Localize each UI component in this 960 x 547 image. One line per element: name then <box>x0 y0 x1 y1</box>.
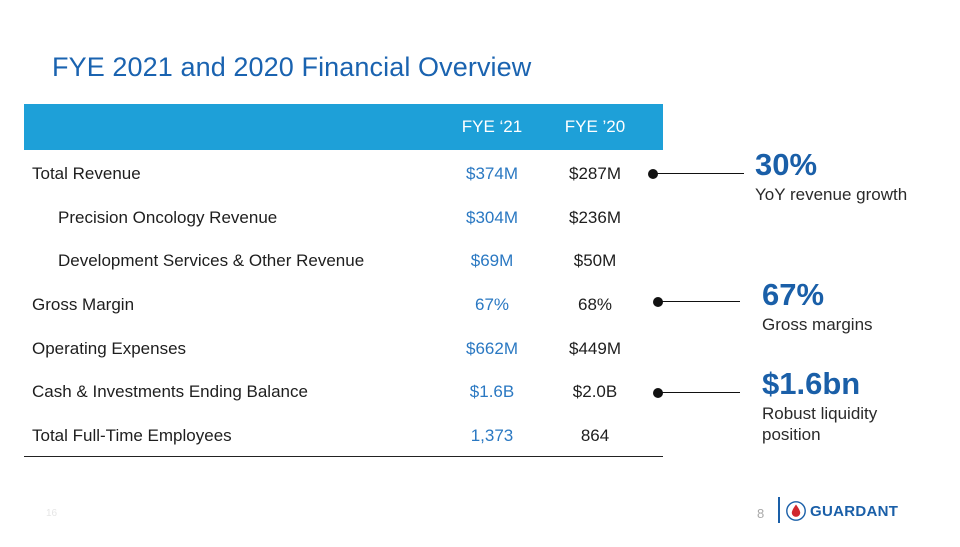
page-number: 8 <box>757 506 765 521</box>
table-header: FYE ‘21 FYE ’20 <box>24 104 663 150</box>
connector-line <box>658 301 740 302</box>
connector-dot <box>648 169 658 179</box>
fye21-value: 1,373 <box>470 426 514 446</box>
stat-liquidity-value: $1.6bn <box>762 366 861 401</box>
row-label: Precision Oncology Revenue <box>58 207 278 227</box>
table-row: Gross Margin 67% 68% <box>24 281 663 325</box>
stat-revenue-growth-caption: YoY revenue growth <box>755 185 908 204</box>
row-label: Operating Expenses <box>32 338 187 358</box>
table-row: Total Revenue $374M $287M <box>24 150 663 194</box>
stat-gross-margin-value: 67% <box>762 277 825 312</box>
table-row: Total Full-Time Employees 1,373 864 <box>24 412 663 456</box>
fye21-value: 67% <box>474 295 510 315</box>
fye20-value: 68% <box>577 295 613 315</box>
connector-line <box>658 392 740 393</box>
stat-liquidity-caption-line2: position <box>762 425 821 444</box>
connector-line <box>653 173 744 174</box>
stat-gross-margin-caption: Gross margins <box>762 315 873 334</box>
fye20-value: $2.0B <box>572 382 618 402</box>
table-row: Development Services & Other Revenue $69… <box>24 237 663 281</box>
connector-dot <box>653 297 663 307</box>
table-row: Cash & Investments Ending Balance $1.6B … <box>24 368 663 412</box>
connector-dot <box>653 388 663 398</box>
logo-divider <box>778 497 780 523</box>
table-row: Precision Oncology Revenue $304M $236M <box>24 194 663 238</box>
stat-revenue-growth-value: 30% <box>755 147 818 182</box>
fye21-value: $69M <box>470 251 514 271</box>
header-fye21: FYE ‘21 <box>461 117 523 136</box>
fye20-value: $449M <box>569 338 621 358</box>
fye20-value: $287M <box>569 164 621 183</box>
fye21-value: $374M <box>466 164 518 183</box>
row-label: Cash & Investments Ending Balance <box>32 382 308 402</box>
row-label: Gross Margin <box>32 295 135 315</box>
row-label: Total Revenue <box>32 164 141 183</box>
fye20-value: 864 <box>580 426 610 446</box>
financial-table: FYE ‘21 FYE ’20 Total Revenue $374M $287… <box>24 104 663 457</box>
row-label: Development Services & Other Revenue <box>58 251 365 271</box>
page-title: FYE 2021 and 2020 Financial Overview <box>52 52 532 82</box>
fye21-value: $1.6B <box>469 382 515 402</box>
row-label: Total Full-Time Employees <box>32 426 232 446</box>
droplet-icon <box>786 500 806 527</box>
company-logo-text: GUARDANT <box>810 503 899 520</box>
table-row: Operating Expenses $662M $449M <box>24 325 663 369</box>
stat-liquidity-caption-line1: Robust liquidity <box>762 404 878 423</box>
fye20-value: $50M <box>573 251 617 271</box>
fye21-value: $304M <box>466 207 518 227</box>
fye20-value: $236M <box>569 207 621 227</box>
footer-note: 16 <box>46 508 58 519</box>
header-fye20: FYE ’20 <box>564 117 626 136</box>
fye21-value: $662M <box>466 338 518 358</box>
